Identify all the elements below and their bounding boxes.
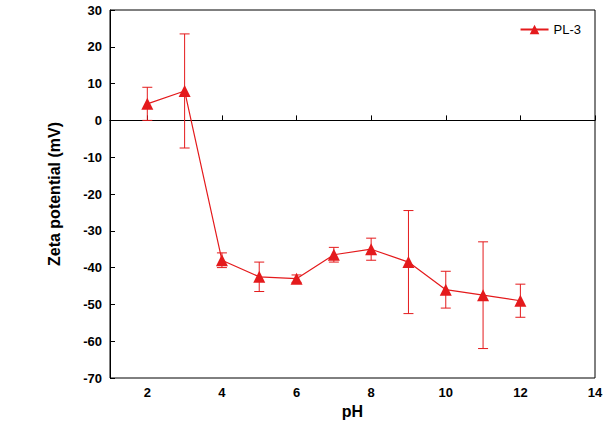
svg-text:-10: -10 bbox=[83, 150, 102, 165]
svg-text:pH: pH bbox=[342, 403, 363, 420]
svg-text:-20: -20 bbox=[83, 187, 102, 202]
svg-text:10: 10 bbox=[88, 76, 102, 91]
svg-text:8: 8 bbox=[368, 385, 375, 400]
svg-text:-60: -60 bbox=[83, 334, 102, 349]
svg-text:Zeta potential (mV): Zeta potential (mV) bbox=[46, 122, 63, 266]
svg-text:10: 10 bbox=[439, 385, 453, 400]
svg-text:PL-3: PL-3 bbox=[554, 22, 581, 37]
svg-text:30: 30 bbox=[88, 3, 102, 18]
svg-text:14: 14 bbox=[588, 385, 603, 400]
svg-text:6: 6 bbox=[293, 385, 300, 400]
svg-text:2: 2 bbox=[144, 385, 151, 400]
svg-text:-50: -50 bbox=[83, 297, 102, 312]
svg-text:12: 12 bbox=[513, 385, 527, 400]
svg-text:0: 0 bbox=[95, 113, 102, 128]
svg-text:-40: -40 bbox=[83, 260, 102, 275]
svg-text:4: 4 bbox=[218, 385, 226, 400]
svg-text:-70: -70 bbox=[83, 371, 102, 386]
svg-text:-30: -30 bbox=[83, 223, 102, 238]
svg-text:20: 20 bbox=[88, 39, 102, 54]
